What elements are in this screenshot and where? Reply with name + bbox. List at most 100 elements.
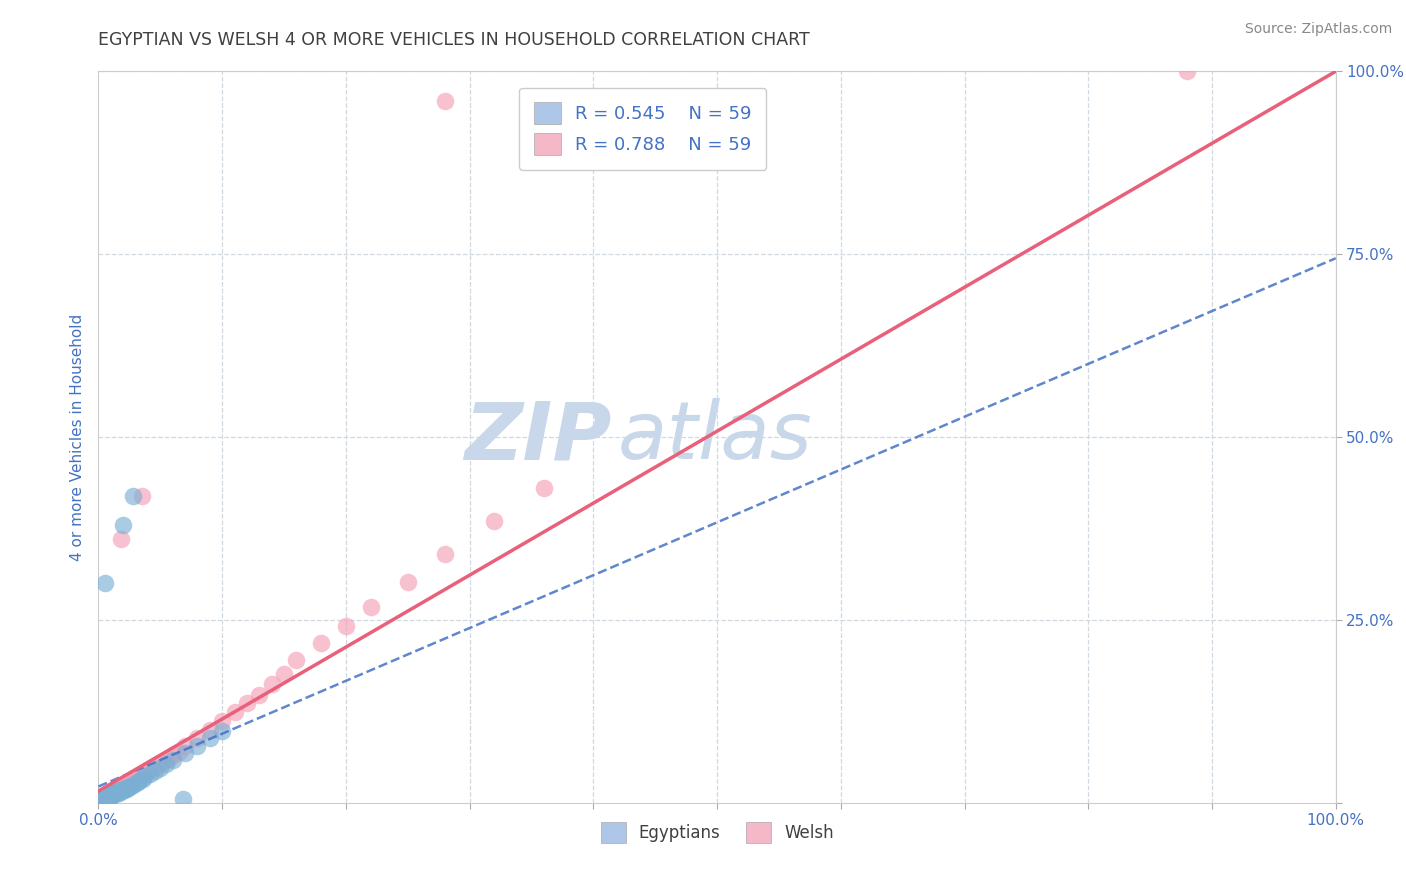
- Point: [186, 731, 208, 746]
- Point: [94, 792, 117, 806]
- Point: [97, 790, 120, 805]
- Point: [103, 786, 125, 800]
- Point: [433, 547, 456, 561]
- Text: atlas: atlas: [619, 398, 813, 476]
- Point: [132, 766, 155, 780]
- Point: [100, 787, 122, 801]
- Point: [101, 787, 124, 801]
- Point: [98, 789, 121, 804]
- Point: [96, 791, 118, 805]
- Point: [96, 789, 118, 804]
- Y-axis label: 4 or more Vehicles in Household: 4 or more Vehicles in Household: [69, 313, 84, 561]
- Point: [93, 794, 115, 808]
- Point: [104, 785, 127, 799]
- Point: [107, 783, 129, 797]
- Point: [93, 792, 115, 806]
- Point: [134, 769, 156, 783]
- Point: [97, 789, 120, 804]
- Point: [224, 705, 246, 719]
- Point: [93, 790, 115, 805]
- Point: [112, 781, 135, 796]
- Point: [103, 788, 125, 802]
- Point: [236, 696, 259, 710]
- Point: [260, 677, 283, 691]
- Point: [172, 792, 194, 806]
- Point: [93, 791, 115, 805]
- Point: [110, 781, 132, 796]
- Point: [114, 778, 136, 792]
- Text: ZIP: ZIP: [464, 398, 612, 476]
- Point: [110, 533, 132, 547]
- Point: [98, 789, 121, 803]
- Point: [112, 780, 135, 794]
- Point: [1175, 64, 1198, 78]
- Point: [103, 787, 125, 801]
- Point: [247, 688, 270, 702]
- Point: [105, 784, 128, 798]
- Point: [108, 786, 131, 800]
- Point: [174, 746, 197, 760]
- Point: [117, 777, 139, 791]
- Point: [433, 94, 456, 108]
- Point: [100, 788, 122, 802]
- Point: [93, 792, 115, 806]
- Point: [198, 723, 221, 737]
- Point: [111, 784, 134, 798]
- Point: [211, 714, 233, 728]
- Point: [104, 785, 127, 799]
- Point: [90, 794, 112, 808]
- Point: [129, 773, 152, 788]
- Point: [93, 793, 115, 807]
- Point: [101, 786, 124, 800]
- Point: [120, 779, 142, 793]
- Point: [198, 731, 221, 746]
- Point: [152, 755, 174, 769]
- Point: [103, 786, 125, 800]
- Point: [94, 790, 117, 805]
- Point: [162, 748, 184, 763]
- Point: [484, 514, 506, 528]
- Point: [285, 653, 308, 667]
- Point: [115, 781, 138, 796]
- Point: [124, 776, 146, 790]
- Point: [101, 789, 124, 803]
- Point: [139, 766, 162, 780]
- Point: [107, 784, 129, 798]
- Point: [97, 789, 120, 804]
- Point: [127, 774, 149, 789]
- Point: [112, 517, 135, 532]
- Point: [174, 739, 197, 753]
- Point: [128, 769, 150, 783]
- Text: Source: ZipAtlas.com: Source: ZipAtlas.com: [1244, 22, 1392, 37]
- Point: [118, 780, 141, 794]
- Point: [124, 772, 146, 786]
- Point: [98, 788, 121, 802]
- Point: [96, 789, 118, 804]
- Point: [186, 739, 208, 753]
- Text: EGYPTIAN VS WELSH 4 OR MORE VEHICLES IN HOUSEHOLD CORRELATION CHART: EGYPTIAN VS WELSH 4 OR MORE VEHICLES IN …: [98, 31, 810, 49]
- Point: [149, 761, 172, 775]
- Point: [112, 782, 135, 797]
- Point: [142, 761, 165, 775]
- Point: [90, 794, 112, 808]
- Point: [110, 782, 132, 797]
- Point: [111, 781, 134, 796]
- Point: [93, 793, 115, 807]
- Point: [146, 757, 169, 772]
- Point: [103, 786, 125, 800]
- Point: [100, 789, 122, 804]
- Point: [131, 489, 153, 503]
- Point: [335, 619, 357, 633]
- Point: [143, 764, 166, 778]
- Point: [396, 574, 419, 589]
- Point: [122, 773, 145, 788]
- Point: [93, 791, 115, 805]
- Point: [101, 786, 124, 800]
- Point: [167, 745, 190, 759]
- Point: [136, 764, 159, 778]
- Legend: Egyptians, Welsh: Egyptians, Welsh: [593, 815, 841, 849]
- Point: [122, 778, 145, 792]
- Point: [94, 791, 117, 805]
- Point: [91, 794, 114, 808]
- Point: [98, 789, 121, 804]
